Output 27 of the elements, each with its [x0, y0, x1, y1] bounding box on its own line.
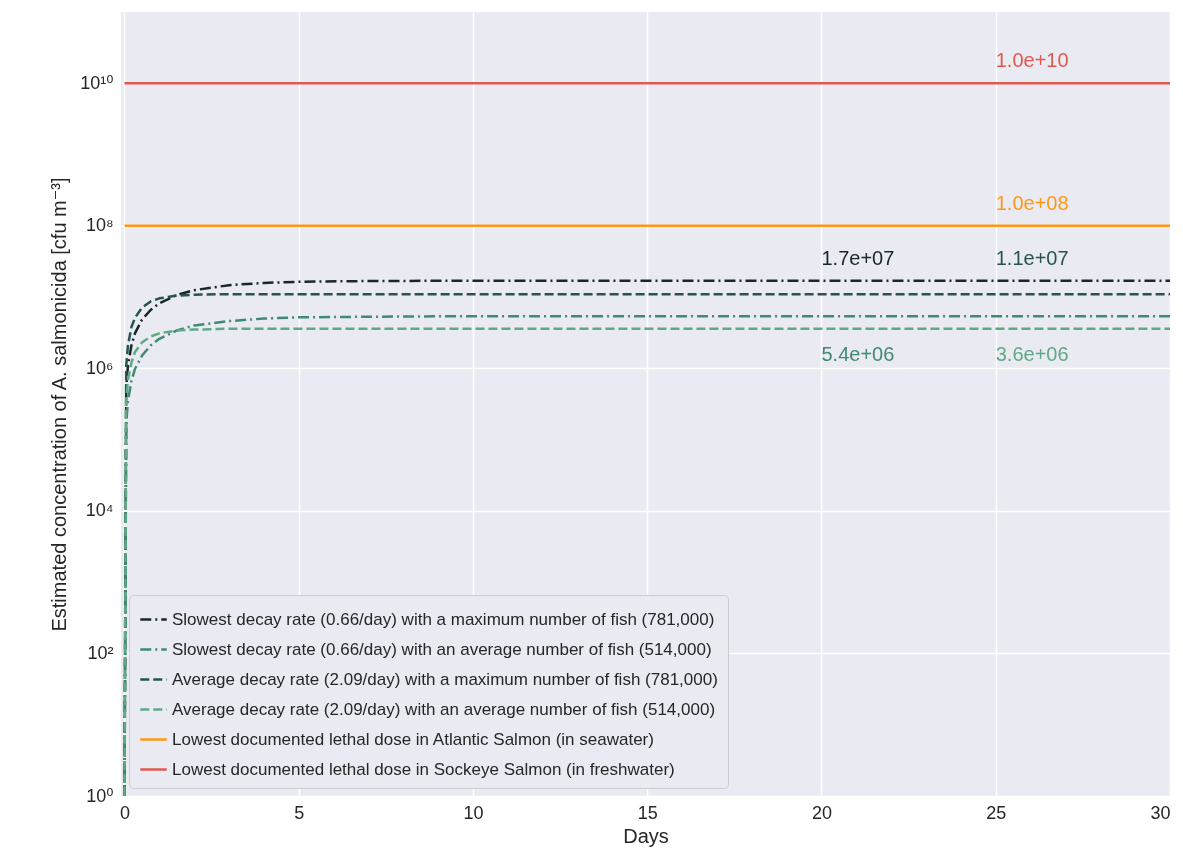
y-tick-label: 10⁶ [86, 357, 114, 378]
legend-label: Average decay rate (2.09/day) with an average number of fish (514,000) [172, 699, 716, 719]
legend-label: Lowest documented lethal dose in Sockeye Salmon (in freshwater) [172, 759, 675, 779]
data-label: 1.0e+08 [995, 191, 1069, 214]
data-label: 1.7e+07 [821, 246, 895, 269]
y-tick-label: 10⁰ [86, 785, 114, 806]
x-tick-label: 30 [1150, 802, 1171, 823]
data-label: 5.4e+06 [821, 342, 895, 365]
x-tick-label: 25 [986, 802, 1007, 823]
data-label: 1.1e+07 [995, 246, 1069, 269]
x-tick-label: 10 [463, 802, 484, 823]
legend-label: Slowest decay rate (0.66/day) with an average number of fish (514,000) [172, 639, 712, 659]
y-tick-label: 10⁴ [85, 500, 114, 521]
x-tick-label: 15 [637, 802, 658, 823]
x-axis-title: Days [623, 824, 669, 847]
x-tick-label: 0 [119, 802, 130, 823]
x-tick-label: 5 [294, 802, 305, 823]
y-tick-label: 10⁸ [85, 215, 114, 236]
legend-label: Lowest documented lethal dose in Atlantic Salmon (in seawater) [172, 729, 654, 749]
data-label: 3.6e+06 [995, 342, 1069, 365]
y-axis-title: Estimated concentration of A. salmonicida [cfu m⁻³] [48, 177, 71, 632]
legend-label: Slowest decay rate (0.66/day) with a maximum number of fish (781,000) [172, 609, 715, 629]
data-label: 1.0e+10 [995, 49, 1069, 72]
y-tick-label: 10² [87, 642, 114, 663]
legend-label: Average decay rate (2.09/day) with a maximum number of fish (781,000) [172, 669, 718, 689]
x-tick-label: 20 [811, 802, 833, 823]
y-tick-label: 10¹⁰ [80, 72, 114, 93]
